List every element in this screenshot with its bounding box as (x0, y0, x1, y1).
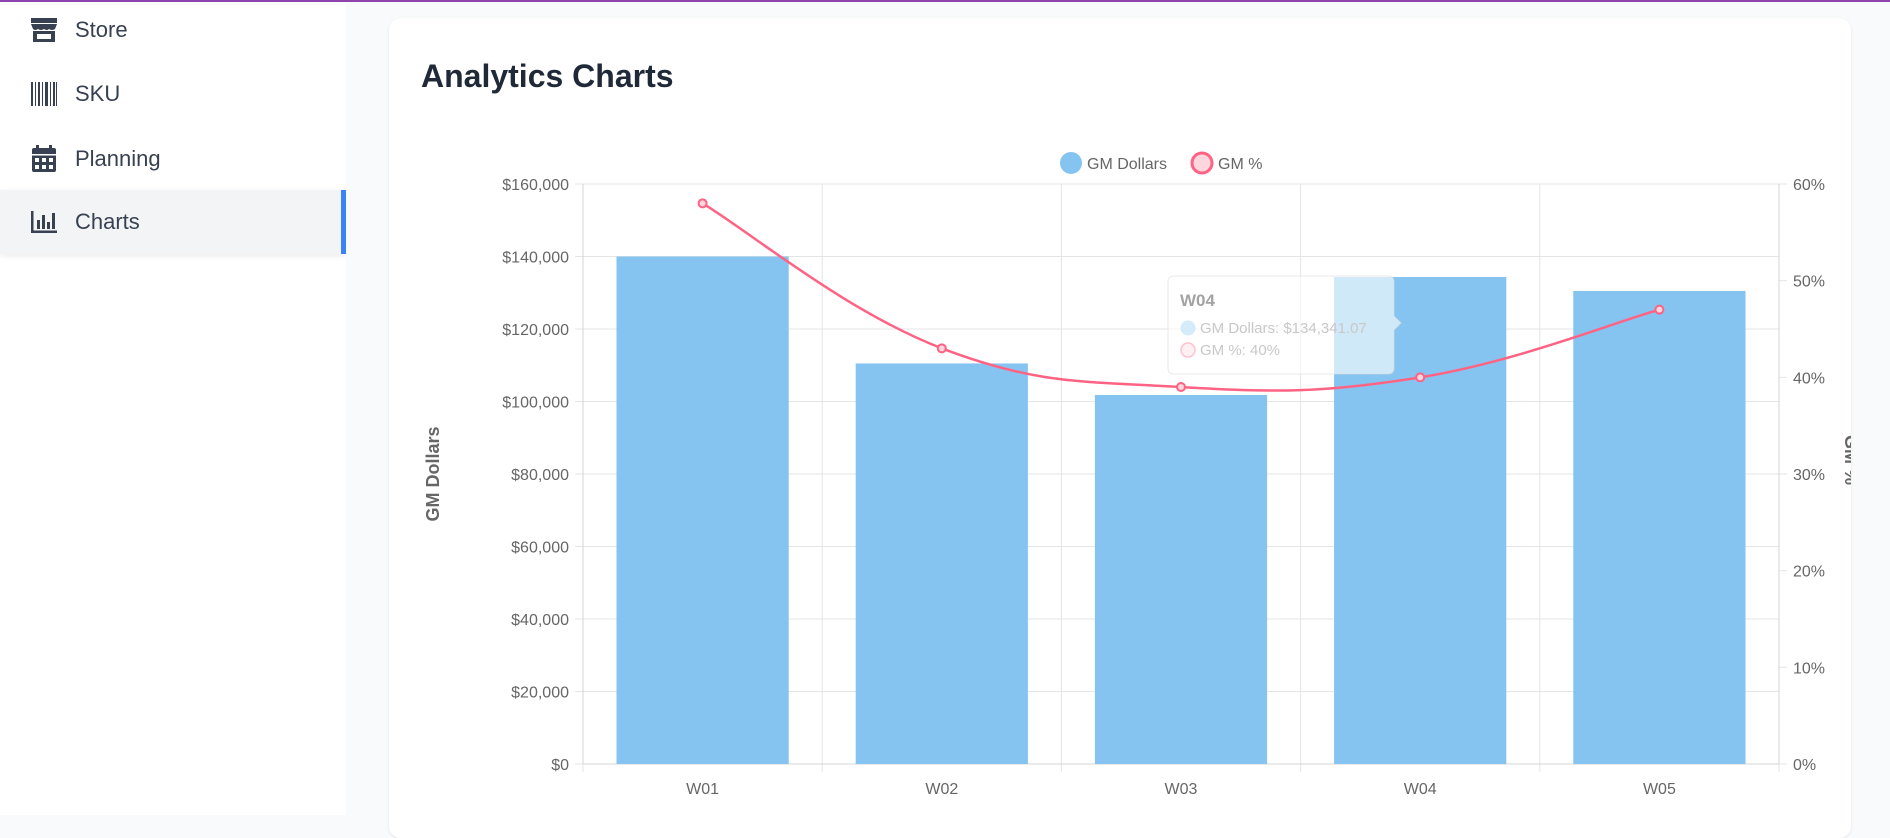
line-point-w03[interactable] (1176, 382, 1186, 392)
legend-swatch-gm-dollars[interactable] (1060, 152, 1082, 174)
y2-tick-label: 30% (1793, 467, 1825, 484)
sidebar-item-sku[interactable]: SKU (0, 62, 346, 126)
y2-axis-title: GM % (1841, 435, 1851, 485)
tooltip-swatch-gm-dollars (1180, 320, 1196, 336)
y2-tick-label: 50% (1793, 274, 1825, 291)
sidebar-item-charts[interactable]: Charts (0, 190, 346, 254)
page-title: Analytics Charts (421, 58, 674, 94)
analytics-card: Analytics Charts $0 $20,000 $40,000 $60,000… (389, 18, 1851, 838)
x-tick-label: W02 (925, 781, 958, 798)
legend-swatch-gm-percent[interactable] (1190, 151, 1214, 175)
x-tick-label: W03 (1165, 781, 1198, 798)
store-icon (30, 16, 58, 44)
y2-tick-label: 60% (1793, 177, 1825, 194)
x-tick-label: W01 (686, 781, 719, 798)
y2-tick-label: 10% (1793, 660, 1825, 677)
y-axis-title: GM Dollars (423, 426, 443, 521)
y-tick-label: $80,000 (511, 467, 569, 484)
y-tick-label: $60,000 (511, 540, 569, 557)
y-tick-label: $160,000 (502, 177, 569, 194)
tooltip-line-gm-dollars: GM Dollars: $134,341.07 (1200, 320, 1367, 337)
line-point-w02[interactable] (936, 343, 947, 354)
y-tick-label: $20,000 (511, 685, 569, 702)
legend-label-gm-percent: GM % (1218, 156, 1262, 173)
bar-w01[interactable] (616, 256, 789, 765)
bar-w05[interactable] (1573, 290, 1746, 764)
barcode-icon (30, 80, 58, 108)
y-tick-label: $120,000 (502, 322, 569, 339)
y-tick-label: $100,000 (502, 395, 569, 412)
tooltip-title: W04 (1180, 291, 1216, 310)
top-accent-line (0, 0, 1890, 2)
sidebar-item-label: SKU (75, 81, 121, 106)
calendar-icon (30, 145, 58, 173)
x-tick-label: W04 (1404, 781, 1437, 798)
sidebar-item-label: Planning (75, 146, 161, 171)
sidebar-item-label: Charts (75, 209, 140, 234)
tooltip-line-gm-percent: GM %: 40% (1200, 342, 1280, 359)
line-point-w04[interactable] (1415, 372, 1426, 383)
bar-w02[interactable] (855, 363, 1028, 764)
combo-chart[interactable]: $0 $20,000 $40,000 $60,000 $80,000 $100,000 $1… (389, 18, 1851, 818)
legend-label-gm-dollars: GM Dollars (1087, 156, 1167, 173)
line-point-w05[interactable] (1654, 304, 1665, 315)
x-tick-label: W05 (1643, 781, 1676, 798)
bar-w03[interactable] (1094, 394, 1268, 764)
line-point-w01[interactable] (697, 198, 708, 209)
bar-chart-icon (30, 208, 58, 236)
sidebar-item-label: Store (75, 17, 128, 42)
y2-tick-label: 0% (1793, 757, 1816, 774)
sidebar-item-store[interactable]: Store (0, 0, 346, 62)
sidebar-item-planning[interactable]: Planning (0, 127, 346, 191)
main-content: Analytics Charts $0 $20,000 $40,000 $60,000… (346, 2, 1890, 838)
tooltip-swatch-gm-percent (1180, 342, 1196, 358)
y2-tick-label: 20% (1793, 564, 1825, 581)
y2-tick-label: 40% (1793, 370, 1825, 387)
sidebar: Store SKU (0, 2, 346, 815)
y-tick-label: $40,000 (511, 612, 569, 629)
chart-tooltip (1167, 275, 1402, 375)
y-tick-label: $0 (551, 757, 569, 774)
y-tick-label: $140,000 (502, 250, 569, 267)
